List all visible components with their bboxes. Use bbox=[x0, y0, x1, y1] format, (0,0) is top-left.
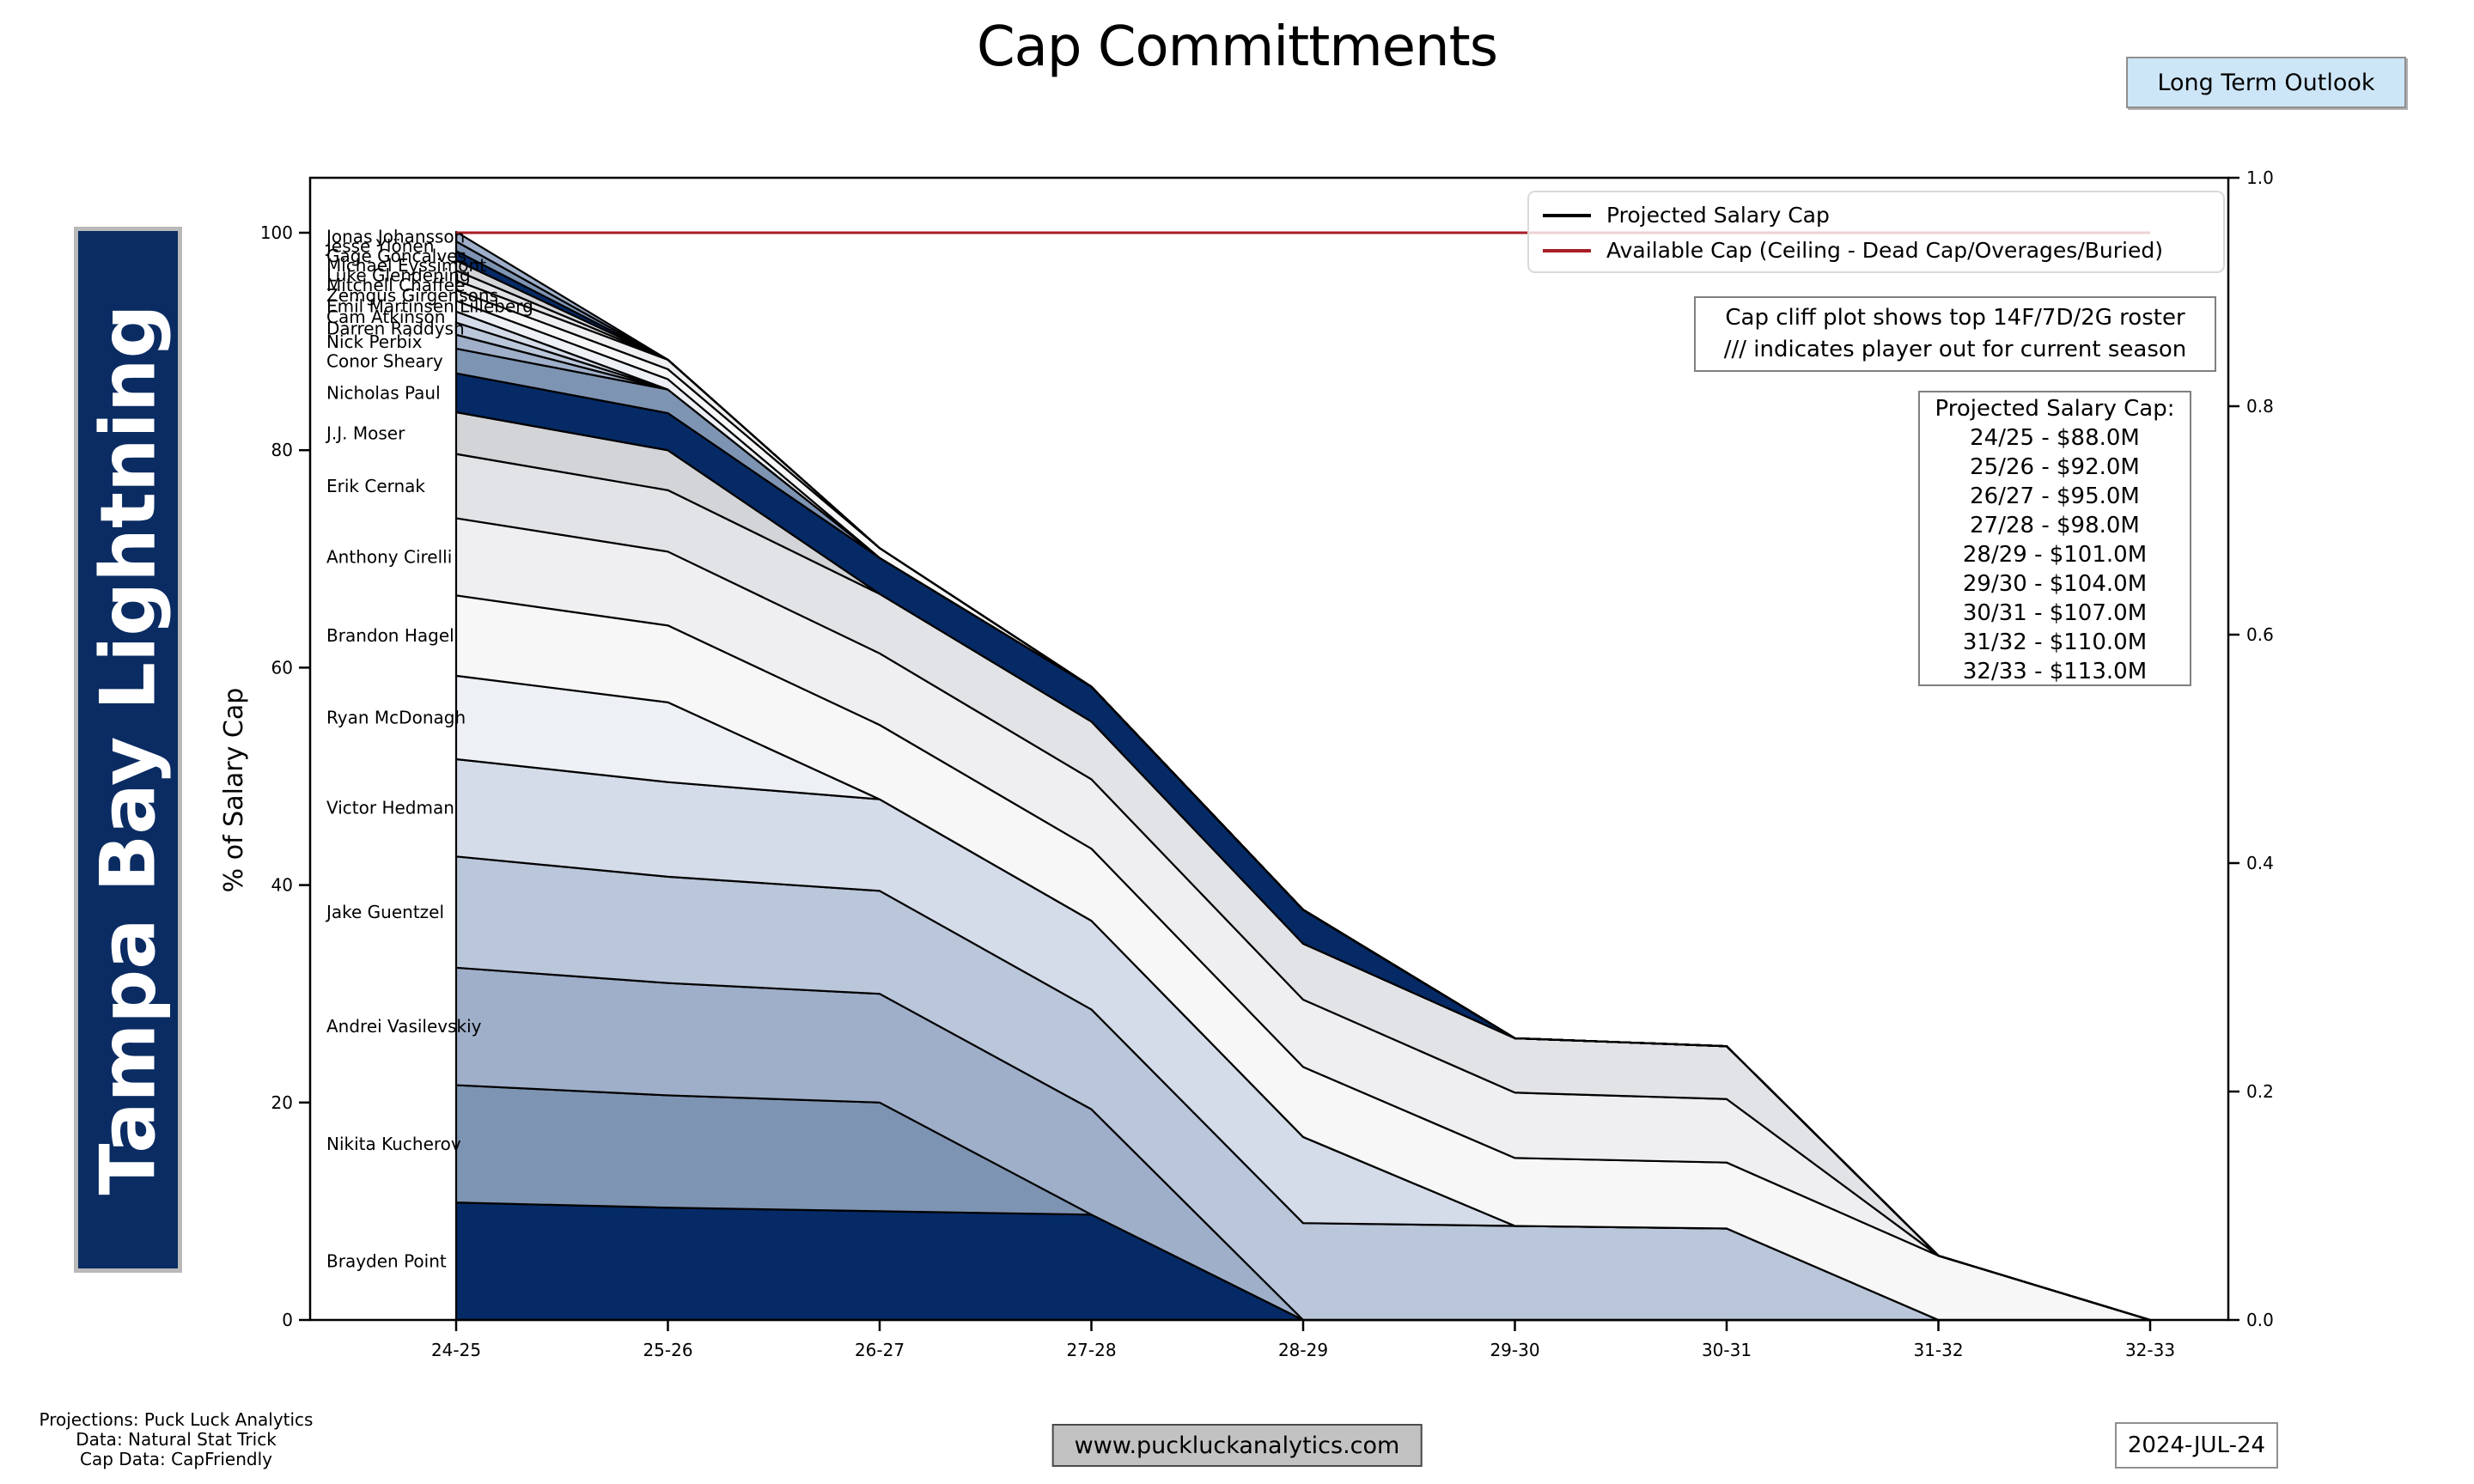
list-line: Projections: Puck Luck Analytics bbox=[39, 1409, 314, 1430]
x-tick-label: 31-32 bbox=[1913, 1340, 1963, 1360]
x-tick-label: 26-27 bbox=[855, 1340, 905, 1360]
player-label: Brandon Hagel bbox=[326, 625, 454, 646]
x-tick-label: 32-33 bbox=[2125, 1340, 2175, 1360]
player-label: Nicholas Paul bbox=[326, 382, 441, 403]
player-label: Ryan McDonagh bbox=[326, 707, 466, 727]
x-tick-label: 29-30 bbox=[1490, 1340, 1539, 1360]
player-label: Nikita Kucherov bbox=[326, 1134, 461, 1154]
date-box: 2024-JUL-24 bbox=[2115, 1422, 2278, 1469]
y-axis-label: % of Salary Cap bbox=[219, 688, 249, 893]
player-label: Erik Cernak bbox=[326, 476, 425, 496]
player-label: Anthony Cirelli bbox=[326, 546, 452, 567]
right-tick-label: 1.0 bbox=[2246, 167, 2274, 188]
note-line-1: Cap cliff plot shows top 14F/7D/2G roste… bbox=[1725, 305, 2185, 331]
list-line: 28/29 - $101.0M bbox=[1962, 542, 2148, 568]
list-line: 31/32 - $110.0M bbox=[1962, 629, 2148, 655]
player-label: Emil Martinsen Lilleberg bbox=[326, 296, 533, 317]
credits-block: Projections: Puck Luck Analytics Data: Na… bbox=[26, 1410, 326, 1469]
legend-row-available: Available Cap (Ceiling - Dead Cap/Overag… bbox=[1543, 233, 2209, 268]
x-tick-label: 24-25 bbox=[431, 1340, 481, 1360]
legend-row-projected: Projected Salary Cap bbox=[1543, 198, 2209, 233]
right-tick-label: 0.4 bbox=[2246, 853, 2274, 873]
projected-cap-box-lines: 24/25 - $88.0M 25/26 - $92.0M 26/27 - $95.… bbox=[1920, 423, 2190, 686]
player-label: Cam Atkinson bbox=[326, 307, 445, 327]
list-line: 26/27 - $95.0M bbox=[1970, 484, 2140, 509]
legend-available-label: Available Cap (Ceiling - Dead Cap/Overag… bbox=[1606, 238, 2163, 263]
projected-cap-box-title: Projected Salary Cap: bbox=[1935, 396, 2175, 422]
x-tick-label: 27-28 bbox=[1066, 1340, 1116, 1360]
player-label: Zemgus Girgensons bbox=[326, 285, 498, 306]
note-line-2: /// indicates player out for current sea… bbox=[1723, 337, 2187, 362]
left-tick-label: 100 bbox=[260, 222, 293, 243]
right-tick-label: 0.8 bbox=[2246, 396, 2274, 417]
player-label: Jake Guentzel bbox=[325, 902, 444, 922]
projected-cap-line-sample bbox=[1543, 213, 1591, 217]
list-line: 27/28 - $98.0M bbox=[1970, 513, 2140, 538]
player-label: Luke Glendening bbox=[326, 265, 471, 286]
player-label: J.J. Moser bbox=[325, 423, 405, 443]
stack-band-22 bbox=[454, 230, 2152, 1322]
list-line: Data: Natural Stat Trick bbox=[76, 1429, 277, 1450]
available-cap-line-sample bbox=[1543, 248, 1591, 252]
list-line: 30/31 - $107.0M bbox=[1962, 600, 2148, 626]
list-line: Cap Data: CapFriendly bbox=[80, 1449, 272, 1469]
left-tick-label: 60 bbox=[271, 657, 293, 678]
list-line: 29/30 - $104.0M bbox=[1962, 571, 2148, 597]
player-label: Jesse Ylönen bbox=[325, 236, 434, 257]
left-tick-label: 80 bbox=[271, 440, 293, 460]
right-tick-label: 0.2 bbox=[2246, 1081, 2274, 1102]
player-label: Conor Sheary bbox=[326, 350, 443, 371]
x-tick-label: 28-29 bbox=[1278, 1340, 1328, 1360]
legend-projected-label: Projected Salary Cap bbox=[1606, 203, 1830, 228]
list-line: 32/33 - $113.0M bbox=[1962, 659, 2148, 684]
player-label: Victor Hedman bbox=[326, 798, 454, 818]
chart-legend: Projected Salary Cap Available Cap (Ceil… bbox=[1527, 191, 2225, 273]
list-line: 25/26 - $92.0M bbox=[1970, 454, 2140, 480]
player-label: Jonas Johansson bbox=[325, 227, 465, 247]
date-text: 2024-JUL-24 bbox=[2127, 1432, 2266, 1458]
x-tick-label: 25-26 bbox=[643, 1340, 692, 1360]
left-tick-label: 40 bbox=[271, 875, 293, 896]
left-tick-label: 0 bbox=[282, 1310, 293, 1330]
long-term-outlook-button[interactable]: Long Term Outlook bbox=[2126, 57, 2406, 108]
website-text: www.puckluckanalytics.com bbox=[1074, 1432, 1400, 1459]
projected-cap-box: Projected Salary Cap: 24/25 - $88.0M 25/2… bbox=[1918, 391, 2191, 686]
axes-frame bbox=[308, 176, 2230, 1322]
player-label: Michael Eyssimont bbox=[326, 255, 486, 276]
player-label: Mitchell Chaffee bbox=[326, 275, 465, 295]
player-label: Nick Perbix bbox=[326, 331, 423, 352]
long-term-outlook-label: Long Term Outlook bbox=[2157, 69, 2375, 96]
left-tick-label: 20 bbox=[271, 1092, 293, 1113]
player-label: Gage Goncalves bbox=[326, 246, 466, 266]
list-line: 24/25 - $88.0M bbox=[1970, 425, 2140, 451]
right-tick-label: 0.6 bbox=[2246, 624, 2274, 645]
website-box: www.puckluckanalytics.com bbox=[1051, 1424, 1423, 1467]
cap-cliff-note-box: Cap cliff plot shows top 14F/7D/2G roste… bbox=[1694, 296, 2216, 372]
right-tick-label: 0.0 bbox=[2246, 1310, 2274, 1330]
player-label: Brayden Point bbox=[326, 1251, 447, 1272]
player-label: Darren Raddysh bbox=[326, 319, 465, 339]
x-tick-label: 30-31 bbox=[1702, 1340, 1752, 1360]
player-label: Andrei Vasilevskiy bbox=[326, 1016, 482, 1037]
team-banner: Tampa Bay Lightning bbox=[74, 227, 182, 1273]
page-title: Cap Committments bbox=[976, 15, 1498, 79]
